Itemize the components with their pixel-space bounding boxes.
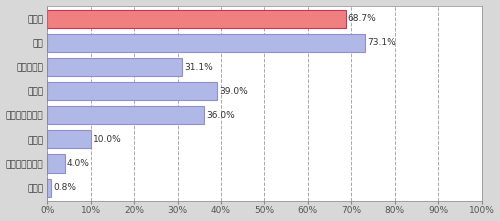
Bar (48, 179, 51, 197)
Text: 73.1%: 73.1% (367, 38, 396, 48)
Bar (48, 58, 182, 76)
Text: 31.1%: 31.1% (184, 63, 214, 72)
Text: 39.0%: 39.0% (219, 87, 248, 96)
Text: 68.7%: 68.7% (348, 14, 376, 23)
Text: 10.0%: 10.0% (93, 135, 122, 144)
Text: 36.0%: 36.0% (206, 111, 234, 120)
Text: 0.8%: 0.8% (53, 183, 76, 192)
Bar (48, 34, 364, 52)
Text: 4.0%: 4.0% (67, 159, 90, 168)
Bar (48, 154, 64, 173)
Bar (48, 10, 346, 28)
Bar (48, 82, 216, 100)
Bar (48, 130, 91, 149)
Bar (48, 106, 203, 124)
